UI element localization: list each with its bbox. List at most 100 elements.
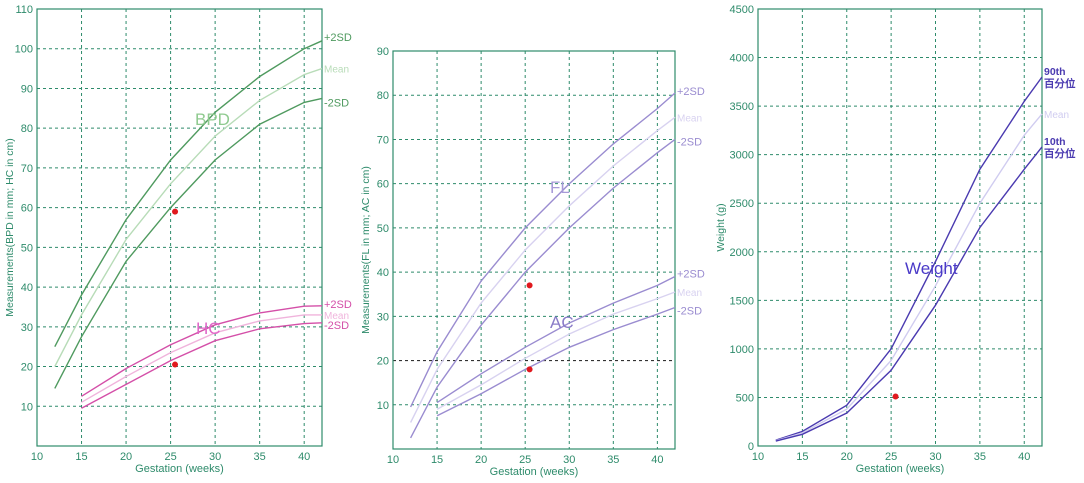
y-tick-label: 1000 xyxy=(730,344,754,356)
patient-point xyxy=(892,393,899,400)
x-axis-label: Gestation (weeks) xyxy=(490,466,579,478)
y-tick-label: 4000 xyxy=(730,53,754,65)
x-tick-label: 40 xyxy=(298,451,310,463)
y-tick-label: 2000 xyxy=(730,247,754,259)
series-line xyxy=(775,76,1043,441)
y-tick-label: 60 xyxy=(21,203,33,215)
series-line xyxy=(775,146,1043,442)
y-axis-label: Measurements(FL in mm; AC in cm) xyxy=(360,166,372,334)
group-label: HC xyxy=(196,319,221,338)
y-tick-label: 40 xyxy=(377,267,389,279)
series-end-label: Mean xyxy=(324,65,349,76)
series-end-label: +2SD xyxy=(677,86,705,98)
series-line xyxy=(436,306,676,417)
series-line xyxy=(409,138,676,439)
series-line xyxy=(81,305,323,397)
series-end-label: -2SD xyxy=(677,305,702,317)
series-end-label: Mean xyxy=(1044,110,1069,121)
series-end-label: 10th 百分位 xyxy=(1044,136,1076,160)
series-end-label: -2SD xyxy=(677,136,702,148)
x-tick-label: 25 xyxy=(164,451,176,463)
y-axis-label: Measurements(BPD in mm; HC in cm) xyxy=(4,138,16,317)
y-tick-label: 90 xyxy=(377,46,389,58)
chart-panel-1: 10 15 20 25 30 35 40 10 20 30 40 50 60 70 80 90 100 110 Ge… xyxy=(4,4,352,475)
group-label: Weight xyxy=(905,259,958,278)
chart-panel-2: 10 15 20 25 30 35 40 10 20 30 40 50 60 70 80 90 Gestatio… xyxy=(360,46,705,478)
series-line xyxy=(54,97,323,389)
series-end-label: -2SD xyxy=(324,320,349,332)
series-line xyxy=(409,116,676,423)
patient-point xyxy=(526,282,533,289)
x-tick-label: 25 xyxy=(519,454,531,466)
y-tick-label: 50 xyxy=(377,223,389,235)
series-end-label: +2SD xyxy=(324,32,352,44)
plot-frame xyxy=(392,50,676,450)
x-tick-label: 40 xyxy=(1018,451,1030,463)
y-tick-label: 80 xyxy=(21,123,33,135)
y-tick-label: 60 xyxy=(377,179,389,191)
y-tick-label: 30 xyxy=(21,322,33,334)
series-end-label: 90th 百分位 xyxy=(1044,66,1076,90)
x-tick-label: 10 xyxy=(31,451,43,463)
plot-frame xyxy=(757,8,1043,447)
x-tick-label: 15 xyxy=(431,454,443,466)
group-label: BPD xyxy=(195,110,230,129)
y-tick-label: 70 xyxy=(377,134,389,146)
series-end-label: Mean xyxy=(677,113,702,124)
y-tick-label: 40 xyxy=(21,282,33,294)
series-end-label: +2SD xyxy=(677,269,705,281)
y-tick-label: 20 xyxy=(377,356,389,368)
patient-point xyxy=(526,366,533,373)
y-tick-label: 110 xyxy=(15,4,33,16)
x-tick-label: 15 xyxy=(796,451,808,463)
x-tick-label: 35 xyxy=(974,451,986,463)
x-tick-label: 35 xyxy=(254,451,266,463)
y-tick-label: 10 xyxy=(21,401,33,413)
y-tick-label: 30 xyxy=(377,311,389,323)
x-tick-label: 30 xyxy=(563,454,575,466)
x-tick-label: 30 xyxy=(929,451,941,463)
y-tick-label: 0 xyxy=(748,441,754,453)
patient-point xyxy=(172,361,179,368)
series-end-label: -2SD xyxy=(324,97,349,109)
series-line xyxy=(81,314,322,403)
group-label: FL xyxy=(550,178,570,197)
series-line xyxy=(54,67,323,367)
y-axis-label: Weight (g) xyxy=(715,203,727,251)
x-tick-label: 25 xyxy=(885,451,897,463)
series-end-label: Mean xyxy=(677,288,702,299)
x-tick-label: 20 xyxy=(841,451,853,463)
y-tick-label: 70 xyxy=(21,163,33,175)
y-tick-label: 10 xyxy=(377,400,389,412)
y-tick-label: 500 xyxy=(736,392,754,404)
x-tick-label: 35 xyxy=(607,454,619,466)
plot-frame xyxy=(36,8,323,447)
x-tick-label: 15 xyxy=(75,451,87,463)
y-tick-label: 100 xyxy=(15,44,33,56)
series-line xyxy=(436,275,676,404)
y-tick-label: 50 xyxy=(21,242,33,254)
x-tick-label: 30 xyxy=(209,451,221,463)
series-line xyxy=(54,40,323,348)
patient-point xyxy=(172,208,179,215)
y-tick-label: 80 xyxy=(377,90,389,102)
series-line xyxy=(775,113,1043,442)
series-end-label: Mean xyxy=(324,311,349,322)
y-tick-label: 4500 xyxy=(730,4,754,16)
y-tick-label: 20 xyxy=(21,362,33,374)
x-tick-label: 20 xyxy=(475,454,487,466)
series-line xyxy=(436,291,676,410)
x-axis-label: Gestation (weeks) xyxy=(856,463,945,475)
y-tick-label: 1500 xyxy=(730,295,754,307)
series-line xyxy=(409,92,676,408)
x-tick-label: 10 xyxy=(752,451,764,463)
x-axis-label: Gestation (weeks) xyxy=(135,463,224,475)
x-tick-label: 40 xyxy=(651,454,663,466)
y-tick-label: 90 xyxy=(21,83,33,95)
y-tick-label: 3000 xyxy=(730,150,754,162)
group-label: AC xyxy=(550,313,574,332)
x-tick-label: 20 xyxy=(120,451,132,463)
y-tick-label: 3500 xyxy=(730,101,754,113)
series-end-label: +2SD xyxy=(324,299,352,311)
